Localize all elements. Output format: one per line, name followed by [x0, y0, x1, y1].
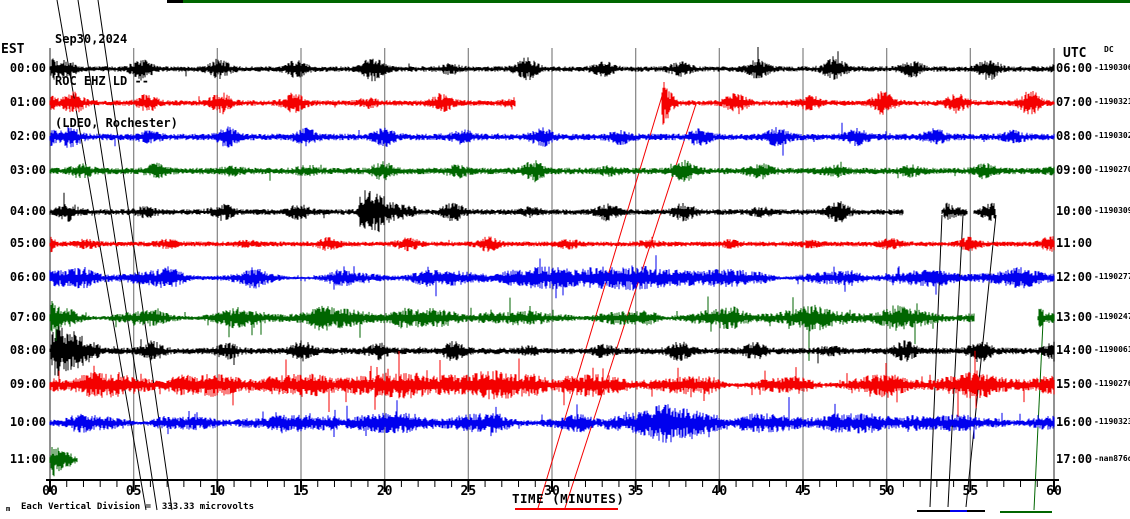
gap-diagonal-line: [56, 0, 147, 511]
utc-hour-label: 06:00: [1056, 61, 1093, 75]
minute-tick-label: 55: [962, 484, 979, 499]
dc-value: -1190323: [1094, 417, 1130, 426]
title-location: (LDEO, Rochester): [55, 116, 178, 130]
est-hour-label: 09:00: [9, 377, 46, 391]
utc-hour-label: 12:00: [1056, 270, 1093, 284]
utc-axis-header: UTC: [1063, 46, 1087, 61]
utc-hour-label: 09:00: [1056, 163, 1093, 177]
seismogram-trace-0500: [49, 236, 1055, 253]
seismogram-trace-0900: [49, 350, 1055, 417]
dc-value: -1190306: [1094, 63, 1130, 72]
est-hour-label: 00:00: [9, 61, 46, 75]
seismogram-trace-0800: [49, 326, 1055, 376]
est-hour-label: 02:00: [9, 129, 46, 143]
title-station: ROC EHZ LD --: [55, 74, 149, 88]
dc-value: -1190061: [1094, 345, 1130, 354]
seismogram-trace-0700: [49, 296, 1055, 361]
minute-tick-label: 15: [293, 484, 309, 499]
minute-tick-label: 25: [460, 484, 477, 499]
dc-value: -1190270: [1094, 165, 1130, 174]
est-hour-label: 11:00: [9, 452, 46, 466]
seismogram-trace-0600: [49, 255, 1055, 299]
minute-tick-label: 20: [376, 484, 393, 499]
minute-tick-label: 30: [544, 484, 560, 499]
microvolt-marker: m: [6, 505, 11, 513]
dc-column-header: DC: [1104, 45, 1114, 54]
utc-hour-label: 15:00: [1056, 377, 1093, 391]
minute-tick-label: 50: [878, 484, 895, 499]
est-hour-label: 07:00: [9, 310, 46, 324]
title-block: Sep30,2024 ROC EHZ LD -- (LDEO, Rocheste…: [55, 4, 178, 158]
est-hour-label: 01:00: [9, 95, 46, 109]
minute-tick-label: 00: [42, 484, 58, 499]
gap-diagonal-line: [947, 214, 964, 508]
minute-tick-label: 35: [627, 484, 644, 499]
seismogram-trace-1000: [49, 397, 1055, 443]
seismogram-trace-0200: [49, 122, 1055, 156]
dc-value: -1190309: [1094, 206, 1130, 215]
est-hour-label: 04:00: [9, 204, 46, 218]
utc-hour-label: 14:00: [1056, 343, 1093, 357]
est-hour-label: 10:00: [9, 415, 46, 429]
seismogram-trace-0400: [49, 190, 996, 233]
gap-diagonal-line: [564, 103, 697, 509]
dc-value: -1190277: [1094, 272, 1130, 281]
utc-hour-label: 11:00: [1056, 236, 1093, 250]
time-axis-label: TIME (MINUTES): [512, 491, 625, 506]
utc-hour-label: 17:00: [1056, 452, 1093, 466]
gap-diagonal-line: [929, 214, 943, 508]
gap-diagonal-line: [537, 95, 663, 509]
est-axis-header: EST: [1, 42, 25, 57]
utc-hour-label: 16:00: [1056, 415, 1093, 429]
seismogram-trace-0000: [49, 47, 1055, 82]
seismogram-trace-0300: [49, 159, 1055, 183]
seismogram-trace-1100: [49, 447, 78, 477]
gap-diagonal-line: [77, 0, 158, 511]
dc-value: -1190276: [1094, 379, 1130, 388]
utc-hour-label: 08:00: [1056, 129, 1093, 143]
gap-diagonal-line: [965, 214, 997, 508]
minute-tick-label: 40: [711, 484, 728, 499]
dc-value: -1190247: [1094, 312, 1130, 321]
scale-note: Each Vertical Division = 333.33 microvol…: [21, 502, 254, 512]
minute-tick-label: 05: [125, 484, 142, 499]
minute-tick-label: 60: [1046, 484, 1062, 499]
seismogram-trace-0100: [49, 82, 1055, 125]
minute-tick-label: 10: [209, 484, 226, 499]
title-date: Sep30,2024: [55, 32, 128, 46]
est-hour-label: 06:00: [9, 270, 46, 284]
est-hour-label: 03:00: [9, 163, 46, 177]
dc-value: -1190302: [1094, 131, 1130, 140]
utc-hour-label: 13:00: [1056, 310, 1093, 324]
minute-tick-label: 45: [795, 484, 811, 499]
est-hour-label: 08:00: [9, 343, 46, 357]
utc-hour-label: 07:00: [1056, 95, 1093, 109]
est-hour-label: 05:00: [9, 236, 46, 250]
dc-value: -nan876d: [1094, 454, 1130, 463]
dc-value: -1190321: [1094, 97, 1130, 106]
utc-hour-label: 10:00: [1056, 204, 1093, 218]
